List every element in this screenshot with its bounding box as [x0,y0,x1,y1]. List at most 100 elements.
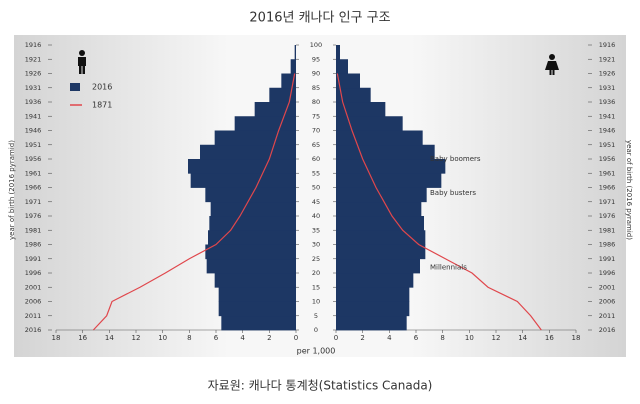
bar [336,230,426,245]
y2-tick-label: 1971 [25,198,42,206]
x-tick-label: 12 [132,334,141,342]
annotation: Baby boomers [430,155,481,163]
bar [209,216,296,231]
bar [336,273,414,288]
bar [221,315,296,331]
x-tick-label: 14 [105,334,114,342]
bar [269,87,296,103]
y-tick-label: 0 [314,326,318,334]
y2-tick-label: 1996 [599,269,616,277]
x-tick-label: 10 [465,334,474,342]
y-tick-label: 45 [312,198,320,206]
bar [336,130,423,146]
x-tick-label: 12 [492,334,501,342]
legend-swatch [70,83,80,91]
x-tick-label: 0 [334,334,338,342]
x-axis-label: per 1,000 [297,347,336,356]
x-tick-label: 0 [294,334,298,342]
x-tick-label: 6 [214,334,219,342]
y-tick-label: 20 [312,269,320,277]
bar [200,144,296,160]
y2-tick-label: 1961 [25,169,42,177]
y2-tick-label: 1931 [599,84,616,92]
y-tick-label: 60 [312,155,320,163]
bar [336,287,410,302]
bar [336,45,340,60]
y2-tick-label: 1981 [599,226,616,234]
y-tick-label: 5 [314,312,318,320]
y-tick-label: 75 [312,112,320,120]
legend-label: 2016 [92,83,112,92]
bar [294,45,296,60]
annotation: Millennials [430,263,467,271]
y-tick-label: 90 [312,70,320,78]
y2-tick-label: 2016 [599,326,616,334]
y2-tick-label: 1946 [599,127,616,135]
x-tick-label: 14 [518,334,527,342]
annotation: Baby busters [430,189,476,197]
bar [206,258,296,274]
bar [218,301,296,317]
y-tick-label: 85 [312,84,320,92]
y2-tick-label: 1956 [599,155,616,163]
y2-tick-label: 2016 [25,326,42,334]
x-tick-label: 18 [572,334,581,342]
bar [290,59,296,74]
plot-background [14,35,626,357]
x-tick-label: 2 [360,334,364,342]
y2-tick-label: 1956 [25,155,42,163]
legend-label: 1871 [92,101,112,110]
y2-tick-label: 1966 [599,184,616,192]
y2-tick-label: 1981 [25,226,42,234]
bar [336,216,424,231]
bar [188,159,296,174]
y2-tick-label: 1921 [599,55,616,63]
bar [205,187,296,203]
x-tick-label: 6 [414,334,419,342]
bar [205,244,296,260]
y2-tick-label: 1941 [599,112,616,120]
y2-tick-label: 1936 [25,98,42,106]
bar [336,201,422,217]
bar [336,116,403,131]
y-tick-label: 65 [312,141,320,149]
y2-tick-label: 2006 [599,298,616,306]
bar [214,273,296,288]
x-tick-label: 4 [387,334,392,342]
bar [208,230,296,245]
y2-tick-label: 2001 [599,283,616,291]
y2-tick-label: 1916 [25,41,42,49]
bar [336,173,442,188]
bar [214,130,296,146]
x-tick-label: 16 [545,334,554,342]
y-axis-label: year of birth (2016 pyramid) [8,140,16,240]
y-axis-label: year of birth (2016 pyramid) [625,140,633,240]
x-tick-label: 8 [440,334,444,342]
y2-tick-label: 1916 [599,41,616,49]
male-icon [78,50,86,74]
y2-tick-label: 2011 [25,312,42,320]
y2-tick-label: 1971 [599,198,616,206]
y2-tick-label: 1946 [25,127,42,135]
y2-tick-label: 1951 [599,141,616,149]
y2-tick-label: 1976 [25,212,42,220]
y2-tick-label: 2006 [25,298,42,306]
y-tick-label: 30 [312,241,320,249]
y-tick-label: 10 [312,298,320,306]
y2-tick-label: 1951 [25,141,42,149]
x-tick-label: 4 [240,334,245,342]
y2-tick-label: 1941 [25,112,42,120]
bar [218,287,296,302]
y2-tick-label: 2011 [599,312,616,320]
bar [336,258,420,274]
source: 자료원: 캐나다 통계청(Statistics Canada) [208,379,433,393]
y-tick-label: 80 [312,98,320,106]
bar [336,144,435,160]
bar [336,102,386,117]
bar [234,116,296,131]
bar [336,159,446,174]
y-tick-label: 40 [312,212,320,220]
y2-tick-label: 1991 [25,255,42,263]
y-tick-label: 15 [312,283,320,291]
